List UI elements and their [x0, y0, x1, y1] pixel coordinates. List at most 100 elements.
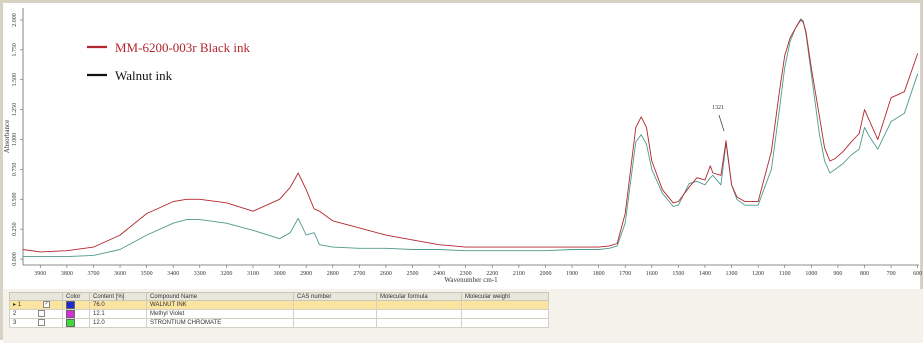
- row-molecular-weight-cell: [461, 318, 549, 328]
- row-compound-name-cell: Methyl Violet: [146, 309, 294, 319]
- x-tick-label: 3200: [220, 271, 232, 277]
- column-header-content[interactable]: Content [%]: [89, 292, 147, 301]
- row-index: 1: [17, 302, 22, 309]
- x-tick-label: 1400: [699, 271, 711, 277]
- component-row[interactable]: ▸ 1 ✓ 76.0 WALNUT INK: [9, 300, 549, 310]
- peak-annotation-leader: [718, 114, 725, 132]
- row-index: 2: [13, 311, 17, 318]
- row-visibility-checkbox[interactable]: ✓: [43, 301, 51, 309]
- row-index-cell[interactable]: 3: [9, 318, 63, 328]
- peak-annotation-label: 1321: [712, 105, 724, 111]
- x-tick-label: 3900: [34, 271, 46, 277]
- row-cas-number-cell: [293, 300, 377, 310]
- y-tick-label: 1.500: [12, 73, 18, 87]
- row-compound-name-cell: STRONTIUM CHROMATE: [146, 318, 294, 328]
- x-tick-label: 3100: [247, 271, 259, 277]
- x-tick-label: 1600: [646, 271, 658, 277]
- x-tick-label: 3600: [114, 271, 126, 277]
- row-index: 3: [13, 320, 17, 327]
- row-color-cell[interactable]: [62, 309, 90, 319]
- row-compound-name-cell: WALNUT INK: [146, 300, 294, 310]
- x-tick-label: 800: [860, 271, 869, 277]
- x-tick-label: 600: [913, 271, 922, 277]
- row-cas-number-cell: [293, 318, 377, 328]
- row-color-cell[interactable]: [62, 300, 90, 310]
- row-molecular-formula-cell: [376, 309, 462, 319]
- component-row[interactable]: 2 12.1 Methyl Violet: [9, 309, 549, 319]
- column-header-select[interactable]: [9, 292, 63, 301]
- column-header-compound-name[interactable]: Compound Name: [146, 292, 294, 301]
- color-swatch[interactable]: [66, 319, 75, 327]
- row-selector-arrow-icon: ▸: [13, 302, 18, 309]
- row-cas-number-cell: [293, 309, 377, 319]
- column-header-color[interactable]: Color: [62, 292, 90, 301]
- x-tick-label: 3400: [167, 271, 179, 277]
- legend-label-walnut-ink: Walnut ink: [115, 68, 173, 83]
- y-tick-label: 1.750: [12, 43, 18, 57]
- row-content-cell: 12.1: [89, 309, 147, 319]
- y-tick-label: 1.000: [12, 133, 18, 147]
- spectrum-chart: 0.000 0.250 0.500 0.750 1.000 1.250 1.500 1.750…: [3, 8, 922, 284]
- row-visibility-checkbox[interactable]: [38, 310, 46, 318]
- x-tick-label: 900: [833, 271, 842, 277]
- y-axis-label: Absorbance: [3, 120, 11, 153]
- series-lines: [22, 18, 919, 258]
- row-visibility-checkbox[interactable]: [38, 319, 46, 327]
- y-tick-label: 2.000: [12, 13, 18, 27]
- x-tick-label: 1900: [566, 271, 578, 277]
- legend-label-black-ink: MM-6200-003r Black ink: [115, 40, 251, 55]
- x-tick-label: 2300: [460, 271, 472, 277]
- x-tick-label: 2500: [407, 271, 419, 277]
- y-axis-ticks: 0.000 0.250 0.500 0.750 1.000 1.250 1.500 1.750…: [12, 8, 24, 266]
- x-tick-label: 2200: [486, 271, 498, 277]
- x-tick-label: 3800: [61, 271, 73, 277]
- x-axis-ticks: 3900 3800 3700 3600 3500 3400 3300 3200 3100 3000…: [23, 264, 922, 277]
- y-tick-label: 0.750: [12, 163, 18, 177]
- y-tick-label: 0.500: [12, 193, 18, 207]
- x-tick-label: 3000: [274, 271, 286, 277]
- x-tick-label: 3700: [87, 271, 99, 277]
- y-tick-label: 0.000: [12, 252, 18, 266]
- x-tick-label: 1300: [726, 271, 738, 277]
- x-axis-label: Wavenumber cm-1: [444, 276, 498, 284]
- column-header-molecular-weight[interactable]: Molecular weight: [461, 292, 549, 301]
- row-molecular-formula-cell: [376, 318, 462, 328]
- x-tick-label: 1200: [752, 271, 764, 277]
- component-table: Color Content [%] Compound Name CAS numb…: [9, 292, 549, 328]
- x-tick-label: 1500: [672, 271, 684, 277]
- row-molecular-formula-cell: [376, 300, 462, 310]
- component-table-header: Color Content [%] Compound Name CAS numb…: [9, 292, 549, 301]
- x-tick-label: 2700: [353, 271, 365, 277]
- color-swatch[interactable]: [66, 310, 75, 318]
- component-row[interactable]: 3 12.0 STRONTIUM CHROMATE: [9, 318, 549, 328]
- row-index-cell[interactable]: ▸ 1 ✓: [9, 300, 63, 310]
- row-content-cell: 12.0: [89, 318, 147, 328]
- x-tick-label: 3500: [141, 271, 153, 277]
- series-line-0: [22, 19, 919, 253]
- row-color-cell[interactable]: [62, 318, 90, 328]
- row-molecular-weight-cell: [461, 309, 549, 319]
- column-header-molecular-formula[interactable]: Molecular formula: [376, 292, 462, 301]
- x-tick-label: 3300: [194, 271, 206, 277]
- x-tick-label: 1100: [779, 271, 791, 277]
- column-header-cas-number[interactable]: CAS number: [293, 292, 377, 301]
- y-tick-label: 1.250: [12, 103, 18, 117]
- x-tick-label: 2600: [380, 271, 392, 277]
- row-molecular-weight-cell: [461, 300, 549, 310]
- x-tick-label: 2900: [300, 271, 312, 277]
- series-line-1: [23, 18, 919, 258]
- x-tick-label: 2000: [539, 271, 551, 277]
- x-tick-label: 1800: [593, 271, 605, 277]
- color-swatch[interactable]: [66, 301, 75, 309]
- x-tick-label: 2800: [327, 271, 339, 277]
- x-tick-label: 1000: [805, 271, 817, 277]
- row-index-cell[interactable]: 2: [9, 309, 63, 319]
- x-tick-label: 700: [887, 271, 896, 277]
- x-tick-label: 2400: [433, 271, 445, 277]
- y-tick-label: 0.250: [12, 222, 18, 236]
- annotations: 1321: [712, 105, 725, 132]
- row-content-cell: 76.0: [89, 300, 147, 310]
- x-tick-label: 1700: [619, 271, 631, 277]
- legend: MM-6200-003r Black ink Walnut ink: [87, 40, 251, 83]
